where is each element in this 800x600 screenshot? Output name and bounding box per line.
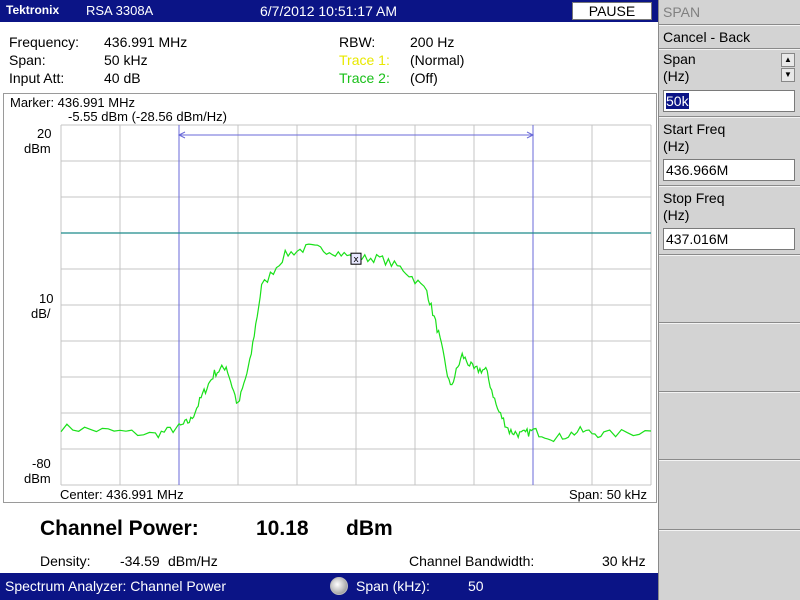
side-menu: SPAN Cancel - Back Span (Hz) ▲ ▼ 50k Sta…: [658, 0, 800, 600]
knob-span-label: Span (kHz):: [356, 578, 430, 594]
bottom-unit-label: dBm: [24, 471, 51, 486]
stop-freq-unit: (Hz): [663, 207, 690, 223]
scale-label: 10: [39, 291, 54, 306]
span-setting[interactable]: Span (Hz) ▲ ▼ 50k: [659, 49, 800, 117]
start-freq-title: Start Freq: [663, 121, 726, 137]
bandwidth-arrow-left-icon: [177, 131, 186, 139]
menu-slot-6[interactable]: [659, 323, 800, 392]
trace1-label: Trace 1:: [339, 52, 390, 68]
input-att-value: 40 dB: [104, 70, 141, 86]
rbw-value: 200 Hz: [410, 34, 455, 50]
stop-freq-title: Stop Freq: [663, 190, 725, 206]
brand-logo: Tektronix: [6, 3, 60, 17]
cancel-back-label: Cancel - Back: [663, 29, 751, 45]
marker-readout-level: -5.55 dBm (-28.56 dBm/Hz): [68, 109, 227, 124]
stop-freq-setting[interactable]: Stop Freq (Hz) 437.016M: [659, 186, 800, 255]
top-unit-label: dBm: [24, 141, 51, 156]
trace1-value: (Normal): [410, 52, 465, 68]
knob-icon[interactable]: [330, 577, 348, 595]
density-label: Density:: [40, 553, 91, 569]
start-freq-setting[interactable]: Start Freq (Hz) 436.966M: [659, 117, 800, 186]
span-setting-unit: (Hz): [663, 68, 690, 84]
marker-box: [350, 252, 362, 265]
title-bar: Tektronix RSA 3308A 6/7/2012 10:51:17 AM…: [0, 0, 658, 22]
channel-bandwidth-label: Channel Bandwidth:: [409, 553, 535, 569]
analyzer-mode: Spectrum Analyzer: Channel Power: [5, 578, 226, 594]
pause-button[interactable]: PAUSE: [572, 2, 652, 20]
results-panel: Channel Power: 10.18 dBm Density: -34.59…: [0, 505, 658, 573]
center-freq-label: Center: 436.991 MHz: [60, 487, 184, 502]
start-freq-input[interactable]: 436.966M: [663, 159, 795, 181]
trace2-label: Trace 2:: [339, 70, 390, 86]
rbw-label: RBW:: [339, 34, 376, 50]
status-bar: Spectrum Analyzer: Channel Power Span (k…: [0, 573, 658, 600]
top-ref-label: 20: [37, 126, 52, 141]
bandwidth-arrow-right-icon: [526, 131, 535, 139]
frequency-label: Frequency:: [9, 34, 80, 50]
menu-slot-5[interactable]: [659, 255, 800, 323]
menu-header-label: SPAN: [663, 4, 701, 20]
settings-readout: Frequency: 436.991 MHz Span: 50 kHz Inpu…: [0, 31, 658, 93]
frequency-value: 436.991 MHz: [104, 34, 188, 50]
start-freq-unit: (Hz): [663, 138, 690, 154]
stop-freq-input[interactable]: 437.016M: [663, 228, 795, 250]
density-unit: dBm/Hz: [168, 553, 218, 569]
spectrum-plot[interactable]: x Marker: 436.991 MHz -5.55 dBm (-28.56 …: [3, 93, 657, 503]
instrument-model: RSA 3308A: [86, 3, 154, 18]
span-value: 50 kHz: [104, 52, 148, 68]
channel-power-label: Channel Power:: [40, 517, 199, 540]
scale-unit-label: dB/: [31, 306, 51, 321]
channel-power-unit: dBm: [346, 517, 393, 540]
marker-readout-freq: Marker: 436.991 MHz: [10, 95, 135, 110]
trace2-value: (Off): [410, 70, 438, 86]
channel-bandwidth-value: 30 kHz: [602, 553, 646, 569]
date-time: 6/7/2012 10:51:17 AM: [260, 3, 397, 19]
marker-glyph: x: [353, 255, 359, 265]
input-att-label: Input Att:: [9, 70, 65, 86]
span-input[interactable]: 50k: [663, 90, 795, 112]
spin-down-icon[interactable]: ▼: [781, 68, 795, 82]
channel-power-value: 10.18: [256, 517, 309, 540]
menu-header: SPAN: [659, 0, 800, 25]
span-footer-label: Span: 50 kHz: [569, 487, 648, 502]
menu-slot-8[interactable]: [659, 460, 800, 530]
density-value: -34.59: [120, 553, 160, 569]
spectrum-chart: x: [60, 124, 652, 486]
menu-slot-7[interactable]: [659, 392, 800, 460]
bottom-ref-label: -80: [32, 456, 51, 471]
cancel-back-button[interactable]: Cancel - Back: [659, 25, 800, 49]
spin-up-icon[interactable]: ▲: [781, 53, 795, 67]
menu-slot-9[interactable]: [659, 530, 800, 600]
spectrum-trace: [60, 243, 652, 443]
knob-span-value: 50: [468, 578, 484, 594]
span-setting-title: Span: [663, 51, 696, 67]
span-input-value: 50k: [666, 93, 689, 109]
span-label: Span:: [9, 52, 46, 68]
